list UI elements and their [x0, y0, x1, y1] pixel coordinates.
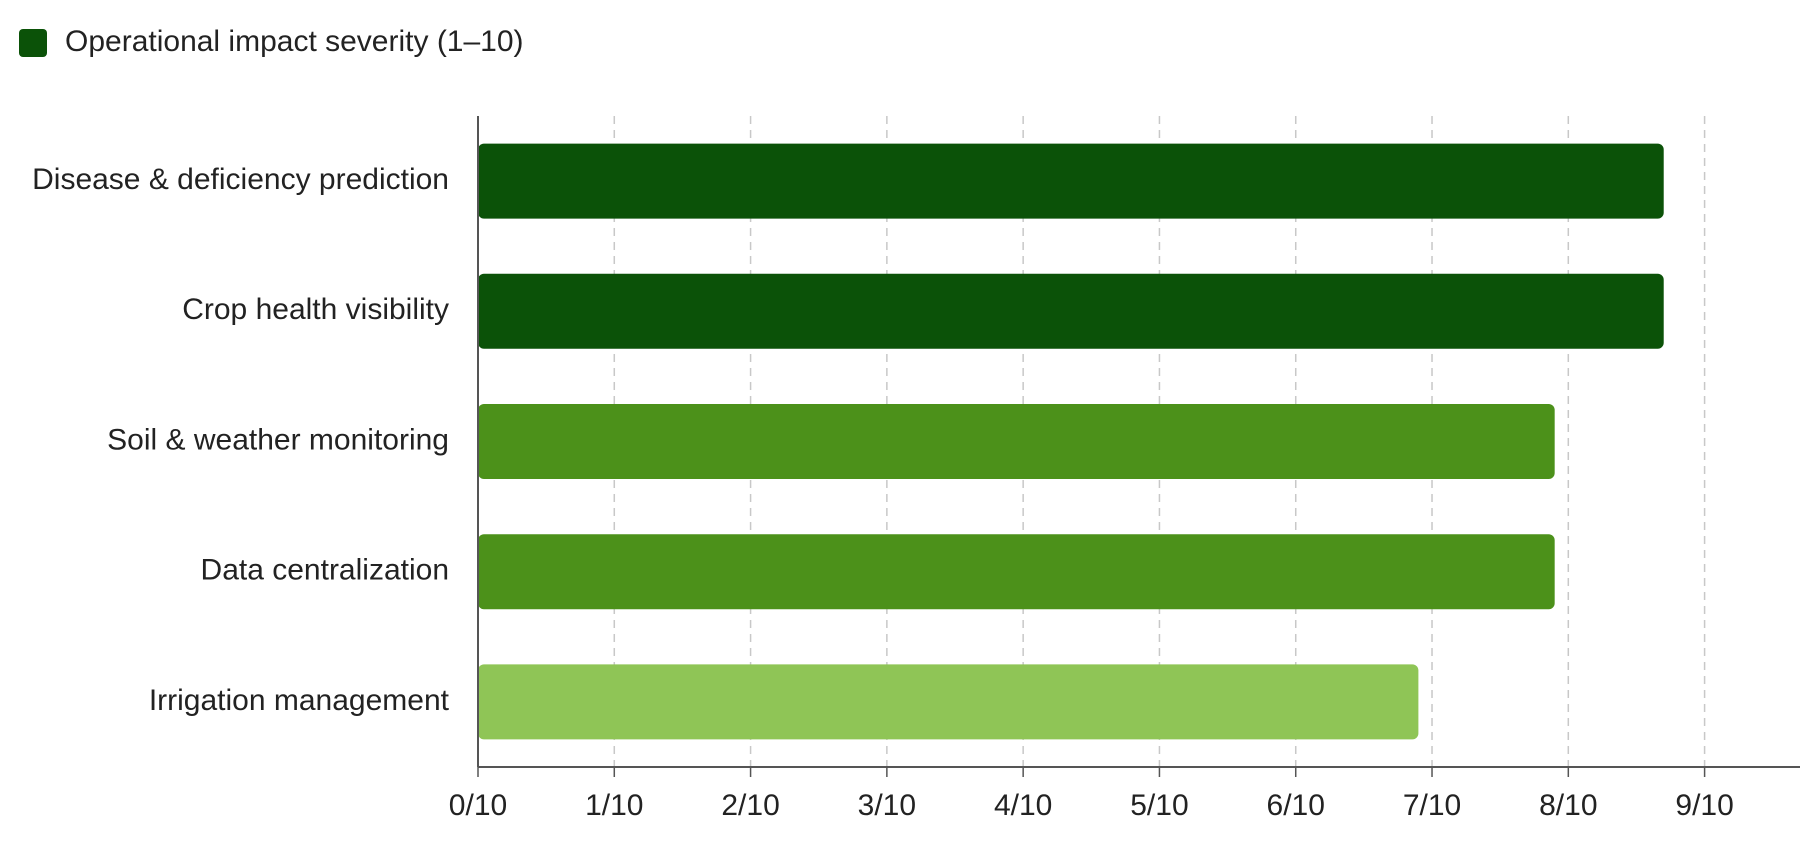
x-tick-label: 8/10: [1539, 789, 1597, 822]
bar: [478, 273, 1664, 349]
bar: [478, 534, 1555, 610]
x-tick-label: 2/10: [721, 789, 779, 822]
x-tick-label: 9/10: [1675, 789, 1733, 822]
x-tick-label: 7/10: [1403, 789, 1461, 822]
bar: [478, 143, 1664, 219]
x-tick-label: 4/10: [994, 789, 1052, 822]
legend-label: Operational impact severity (1–10): [65, 25, 524, 58]
x-tick-label: 5/10: [1130, 789, 1188, 822]
bar: [478, 404, 1555, 479]
y-tick-label: Disease & deficiency prediction: [32, 163, 449, 196]
y-tick-label: Crop health visibility: [182, 293, 449, 326]
y-tick-label: Soil & weather monitoring: [107, 423, 449, 456]
y-tick-label: Data centralization: [201, 554, 449, 587]
x-tick-label: 6/10: [1267, 789, 1325, 822]
y-tick-label: Irrigation management: [149, 684, 450, 717]
x-tick-label: 0/10: [449, 789, 507, 822]
bar: [478, 664, 1419, 740]
x-tick-label: 3/10: [858, 789, 916, 822]
legend-swatch: [19, 29, 47, 57]
x-tick-label: 1/10: [585, 789, 643, 822]
